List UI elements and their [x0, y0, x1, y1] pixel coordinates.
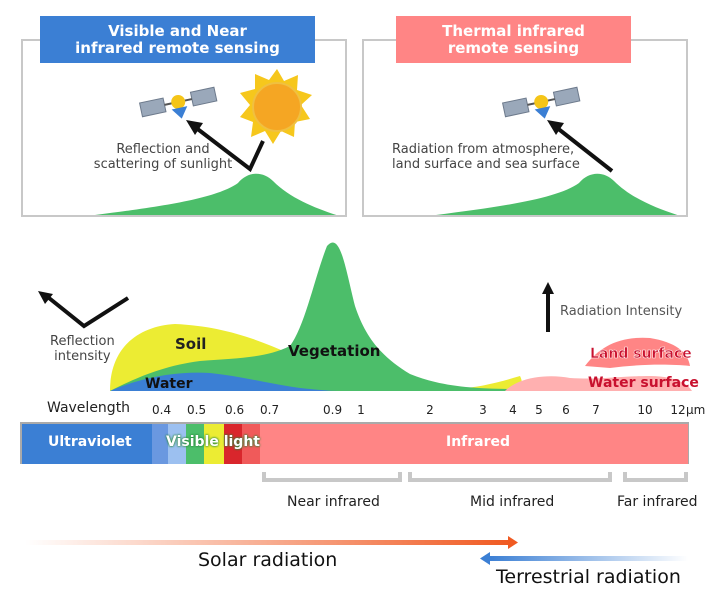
- hill-shape: [435, 173, 678, 215]
- near-infrared-label: Near infrared: [287, 494, 380, 510]
- wavelength-tick: 0.4: [152, 403, 172, 417]
- radiation-arrows: [25, 536, 688, 565]
- wavelength-label: Wavelength: [47, 400, 131, 416]
- ultraviolet-segment: [22, 424, 152, 464]
- mid-infrared-bracket: [408, 472, 612, 482]
- wavelength-tick: 6: [562, 403, 570, 417]
- terrestrial-radiation-arrow: [488, 556, 688, 561]
- wavelength-tick: 2: [426, 403, 434, 417]
- satellite-icon: [501, 86, 581, 119]
- hill-shape: [94, 173, 337, 215]
- vegetation-curve: [110, 242, 520, 391]
- thermal-panel-title: Thermal infrared remote sensing: [396, 16, 631, 63]
- deep-red-segment: [242, 424, 260, 464]
- far-infrared-bracket: [623, 472, 688, 482]
- near-infrared-bracket: [262, 472, 402, 482]
- reflection-intensity-label: Reflection intensity: [50, 334, 115, 364]
- thermal-panel-illustration: [435, 86, 678, 215]
- land-surface-label: Land surface: [590, 346, 692, 362]
- satellite-icon: [138, 86, 218, 119]
- reflection-icon: [42, 292, 130, 329]
- infrared-label: Infrared: [446, 434, 511, 450]
- far-infrared-label: Far infrared: [617, 494, 698, 510]
- wavelength-tick: 0.5: [187, 403, 207, 417]
- wavelength-tick: 12: [670, 403, 686, 417]
- reflection-arrow: [193, 125, 265, 173]
- thermal-panel: Radiation from atmosphere, land surface …: [362, 39, 688, 217]
- soil-label: Soil: [175, 335, 206, 353]
- wavelength-tick: 3: [479, 403, 487, 417]
- wavelength-tick: 1: [357, 403, 365, 417]
- water-curve: [110, 372, 340, 391]
- wavelength-tick: 0.7: [260, 403, 280, 417]
- wavelength-tick: 10: [637, 403, 653, 417]
- solar-radiation-label: Solar radiation: [198, 549, 338, 571]
- mid-infrared-label: Mid infrared: [470, 494, 555, 510]
- land-surface-curve: [585, 337, 690, 368]
- spectrum-curves: Soil Water Vegetation Land surface Water…: [38, 242, 699, 392]
- violet-segment: [152, 424, 168, 464]
- radiation-caption: Radiation from atmosphere, land surface …: [392, 142, 580, 172]
- water-surface-curve: [505, 376, 692, 391]
- yellow-segment: [204, 424, 224, 464]
- visible-panel-title: Visible and Near infrared remote sensing: [40, 16, 315, 63]
- wavelength-unit: μm: [686, 403, 706, 417]
- green-segment: [186, 424, 204, 464]
- blue-segment: [168, 424, 186, 464]
- radiation-arrow: [554, 125, 614, 173]
- wavelength-tick: 4: [509, 403, 517, 417]
- wavelength-tick: 0.9: [323, 403, 343, 417]
- water-surface-label: Water surface: [588, 375, 699, 391]
- wavelength-tick: 5: [535, 403, 543, 417]
- red-segment: [224, 424, 242, 464]
- water-label: Water: [145, 376, 193, 392]
- infrared-segment: [260, 424, 688, 464]
- range-brackets: [262, 472, 688, 482]
- visible-nir-panel: Reflection and scattering of sunlight: [21, 39, 347, 217]
- radiation-intensity-label: Radiation Intensity: [560, 304, 682, 319]
- sun-icon: [240, 69, 312, 144]
- vegetation-label: Vegetation: [288, 342, 380, 360]
- ultraviolet-label: Ultraviolet: [48, 434, 132, 450]
- visible-light-label: Visible light: [166, 434, 260, 450]
- visible-panel-illustration: [94, 69, 337, 215]
- reflection-caption: Reflection and scattering of sunlight: [93, 142, 233, 172]
- solar-radiation-arrow: [25, 540, 510, 545]
- terrestrial-radiation-label: Terrestrial radiation: [496, 566, 681, 588]
- wavelength-tick: 7: [592, 403, 600, 417]
- wavelength-tick: 0.6: [225, 403, 245, 417]
